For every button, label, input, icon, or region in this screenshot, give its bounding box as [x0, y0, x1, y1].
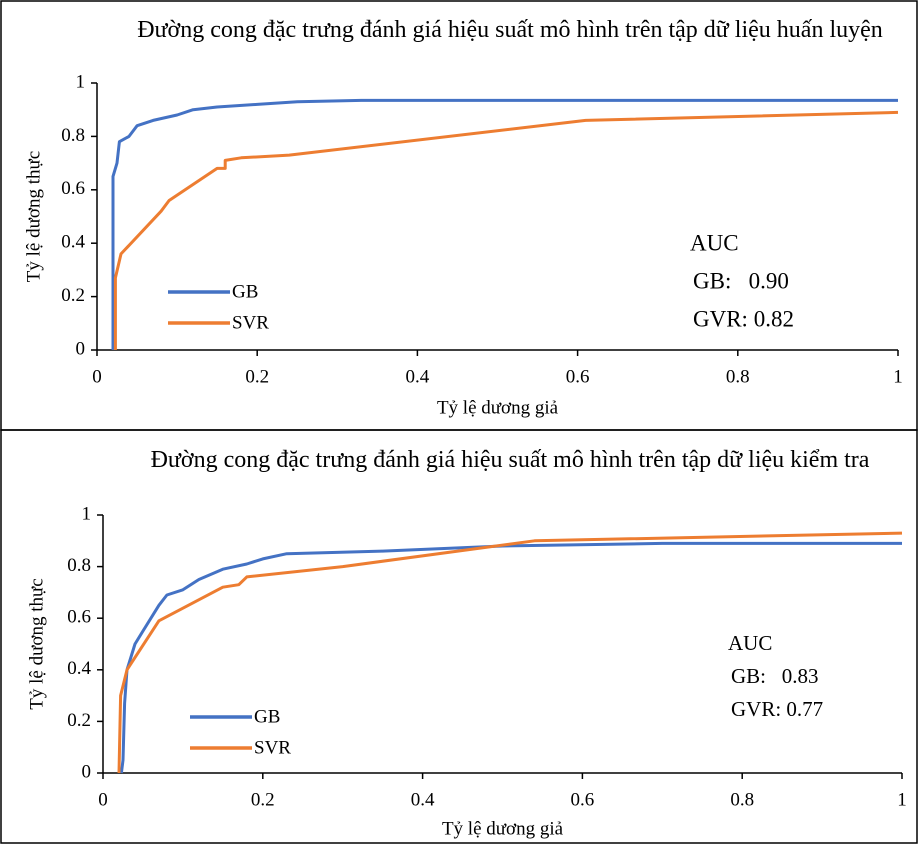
y-tick-label: 0.4	[61, 232, 85, 253]
y-tick-label: 1	[76, 71, 86, 92]
y-tick-label: 0.8	[67, 555, 91, 576]
x-tick-label: 0.2	[245, 366, 269, 387]
x-tick-label: 0.8	[726, 366, 750, 387]
legend-label: SVR	[232, 312, 269, 333]
x-tick-label: 0	[98, 789, 108, 810]
series-line	[119, 541, 902, 774]
x-tick-label: 0.4	[406, 366, 430, 387]
chart-title: Đường cong đặc trưng đánh giá hiệu suất …	[150, 447, 870, 473]
x-axis-label: Tỷ lệ dương giả	[437, 397, 559, 418]
y-tick-label: 0.2	[61, 285, 85, 306]
y-axis-label: Tỷ lệ dương thực	[26, 578, 47, 709]
x-tick-label: 0.6	[571, 789, 595, 810]
y-axis-label: Tỷ lệ dương thực	[23, 151, 44, 282]
y-tick-label: 0	[76, 338, 86, 359]
x-tick-label: 1	[897, 789, 907, 810]
x-tick-label: 0	[92, 366, 102, 387]
legend-label: SVR	[254, 737, 291, 758]
y-tick-label: 0	[82, 761, 92, 782]
series-line	[113, 110, 899, 350]
y-tick-label: 0.6	[61, 178, 85, 199]
y-tick-label: 0.8	[61, 125, 85, 146]
x-tick-label: 0.2	[251, 789, 275, 810]
x-axis-label: Tỷ lệ dương giả	[442, 818, 564, 839]
annotation: GB: 0.83	[731, 664, 819, 688]
annotation: GVR: 0.82	[693, 306, 794, 331]
panel-border	[0, 429, 918, 844]
annotation: AUC	[728, 631, 772, 655]
x-tick-label: 0.4	[411, 789, 435, 810]
x-tick-label: 0.6	[566, 366, 590, 387]
y-tick-label: 0.4	[67, 658, 91, 679]
annotation: GB: 0.90	[693, 268, 789, 293]
x-tick-label: 1	[893, 366, 903, 387]
y-tick-label: 1	[82, 503, 92, 524]
annotation: AUC	[690, 230, 739, 255]
series-line	[111, 98, 898, 350]
y-tick-label: 0.6	[67, 607, 91, 628]
legend-label: GB	[254, 706, 280, 727]
y-tick-label: 0.2	[67, 710, 91, 731]
chart-title: Đường cong đặc trưng đánh giá hiệu suất …	[137, 17, 883, 43]
legend-label: GB	[232, 281, 258, 302]
x-tick-label: 0.8	[730, 789, 754, 810]
annotation: GVR: 0.77	[731, 697, 823, 721]
panel-border	[0, 0, 918, 431]
series-line	[117, 531, 903, 774]
